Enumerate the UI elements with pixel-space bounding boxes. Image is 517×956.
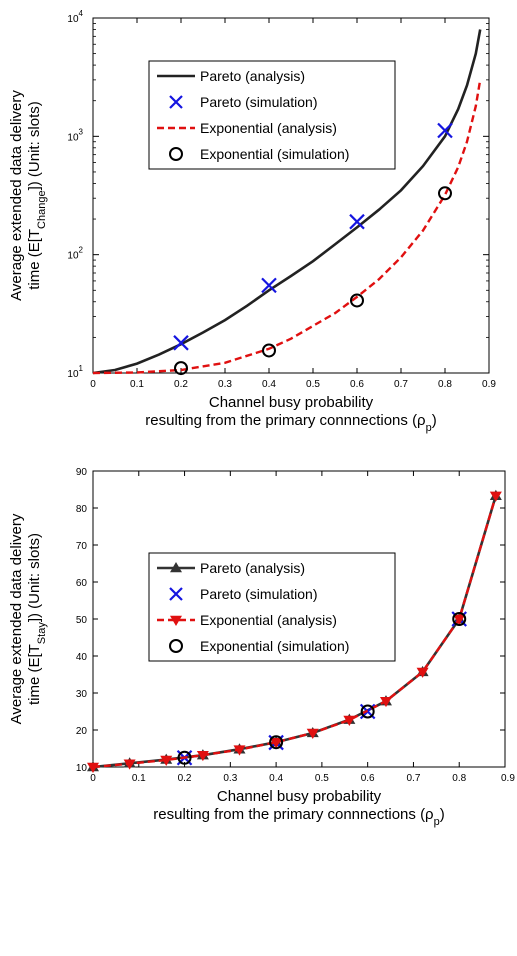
series-3 <box>174 186 452 376</box>
legend-marker <box>170 615 182 626</box>
x-tick-label: 0.6 <box>361 773 375 784</box>
x-tick-label: 0.4 <box>269 773 283 784</box>
y-tick-label: 60 <box>76 578 88 589</box>
y-tick-label: 104 <box>67 9 83 25</box>
x-axis-label-line2: resulting from the primary connnections … <box>153 806 444 828</box>
x-tick-label: 0.3 <box>218 379 232 390</box>
legend-label: Exponential (analysis) <box>200 120 337 136</box>
series-2 <box>92 79 482 375</box>
y-tick-label: 101 <box>67 364 83 380</box>
y-tick-label: 103 <box>67 127 83 143</box>
legend-box <box>148 552 396 662</box>
data-point <box>379 696 392 708</box>
x-axis-label: Channel busy probability <box>209 394 374 411</box>
data-point <box>160 755 173 766</box>
legend: Pareto (analysis) Pareto (simulation) Expo… <box>148 60 396 170</box>
legend-label: Exponential (analysis) <box>200 612 337 628</box>
y-axis-label: Average extended data delivery <box>8 90 25 301</box>
legend-label: Exponential (simulation) <box>200 638 349 654</box>
data-point <box>437 122 453 139</box>
data-point <box>489 491 502 502</box>
x-tick-label: 0.7 <box>394 379 408 390</box>
data-point <box>177 750 192 765</box>
x-tick-label: 0.3 <box>223 773 237 784</box>
x-tick-label: 0.8 <box>452 773 466 784</box>
x-tick-label: 0.9 <box>482 379 496 390</box>
y-tick-label: 20 <box>76 726 88 737</box>
y-tick-label: 90 <box>76 467 88 478</box>
data-point <box>349 213 365 230</box>
data-point <box>233 745 246 756</box>
data-point <box>270 738 283 749</box>
x-tick-label: 0 <box>90 379 96 390</box>
data-point <box>269 735 284 750</box>
data-point <box>87 762 99 773</box>
legend-marker <box>169 639 183 653</box>
legend-label: Pareto (analysis) <box>200 68 305 84</box>
data-point <box>173 335 189 351</box>
y-axis-label-line2: time (E[TChange]) (Unit: slots) <box>26 101 48 290</box>
y-tick-label: 30 <box>76 689 88 700</box>
x-axis-label: Channel busy probability <box>217 788 382 805</box>
x-tick-label: 0.6 <box>350 379 364 390</box>
data-point <box>261 277 277 294</box>
series-1 <box>173 122 453 351</box>
series-2 <box>87 491 502 773</box>
data-point <box>306 728 319 739</box>
data-point <box>343 715 356 727</box>
legend-marker <box>169 147 183 161</box>
legend-label: Exponential (simulation) <box>200 146 349 162</box>
legend-marker <box>170 562 182 573</box>
series-0 <box>92 29 482 375</box>
legend-marker <box>169 95 183 109</box>
data-point <box>123 759 136 770</box>
legend-marker <box>169 587 183 601</box>
y-tick-label: 40 <box>76 652 88 663</box>
chart-top: 0 0.1 0.2 0.3 0.4 0.5 0.6 0.7 0.8 0.9 101 102 103 104… <box>8 9 496 434</box>
x-axis-label-line2: resulting from the primary connnections … <box>145 412 436 434</box>
x-tick-label: 0.2 <box>174 379 188 390</box>
x-tick-label: 0.5 <box>315 773 329 784</box>
x-tick-label: 0 <box>90 773 96 784</box>
x-tick-label: 0.1 <box>132 773 146 784</box>
data-point <box>438 186 452 201</box>
legend-label: Pareto (analysis) <box>200 560 305 576</box>
data-point <box>360 704 375 719</box>
data-point <box>416 667 429 678</box>
legend-box <box>148 60 396 170</box>
series-line <box>92 495 497 769</box>
x-tick-label: 0.5 <box>306 379 320 390</box>
series-line <box>92 29 482 375</box>
x-tick-label: 0.9 <box>501 773 515 784</box>
plot-frame <box>92 17 490 374</box>
y-axis-label: Average extended data delivery <box>8 513 25 724</box>
y-axis-label-line2: time (E[TStay]) (Unit: slots) <box>26 533 48 705</box>
legend-label: Pareto (simulation) <box>200 94 318 110</box>
data-point <box>196 750 209 762</box>
x-tick-label: 0.4 <box>262 379 276 390</box>
y-tick-label: 80 <box>76 504 88 515</box>
legend: Pareto (analysis) Pareto (simulation) Expo… <box>148 552 396 662</box>
x-tick-label: 0.2 <box>178 773 192 784</box>
x-tick-label: 0.1 <box>130 379 144 390</box>
y-tick-label: 70 <box>76 541 88 552</box>
x-tick-label: 0.7 <box>406 773 420 784</box>
legend-label: Pareto (simulation) <box>200 586 318 602</box>
data-point <box>452 612 467 626</box>
x-tick-label: 0.8 <box>438 379 452 390</box>
y-tick-label: 10 <box>76 763 88 774</box>
series-line <box>92 79 482 375</box>
chart-bottom: 0 0.1 0.2 0.3 0.4 0.5 0.6 0.7 0.8 0.9 10 20 30 40 50 60… <box>8 467 515 828</box>
data-point <box>262 343 276 358</box>
y-tick-label: 50 <box>76 615 88 626</box>
series-3 <box>177 612 467 765</box>
data-point <box>174 361 188 376</box>
data-point <box>453 614 466 625</box>
data-point <box>350 293 364 308</box>
y-tick-label: 102 <box>67 246 83 262</box>
